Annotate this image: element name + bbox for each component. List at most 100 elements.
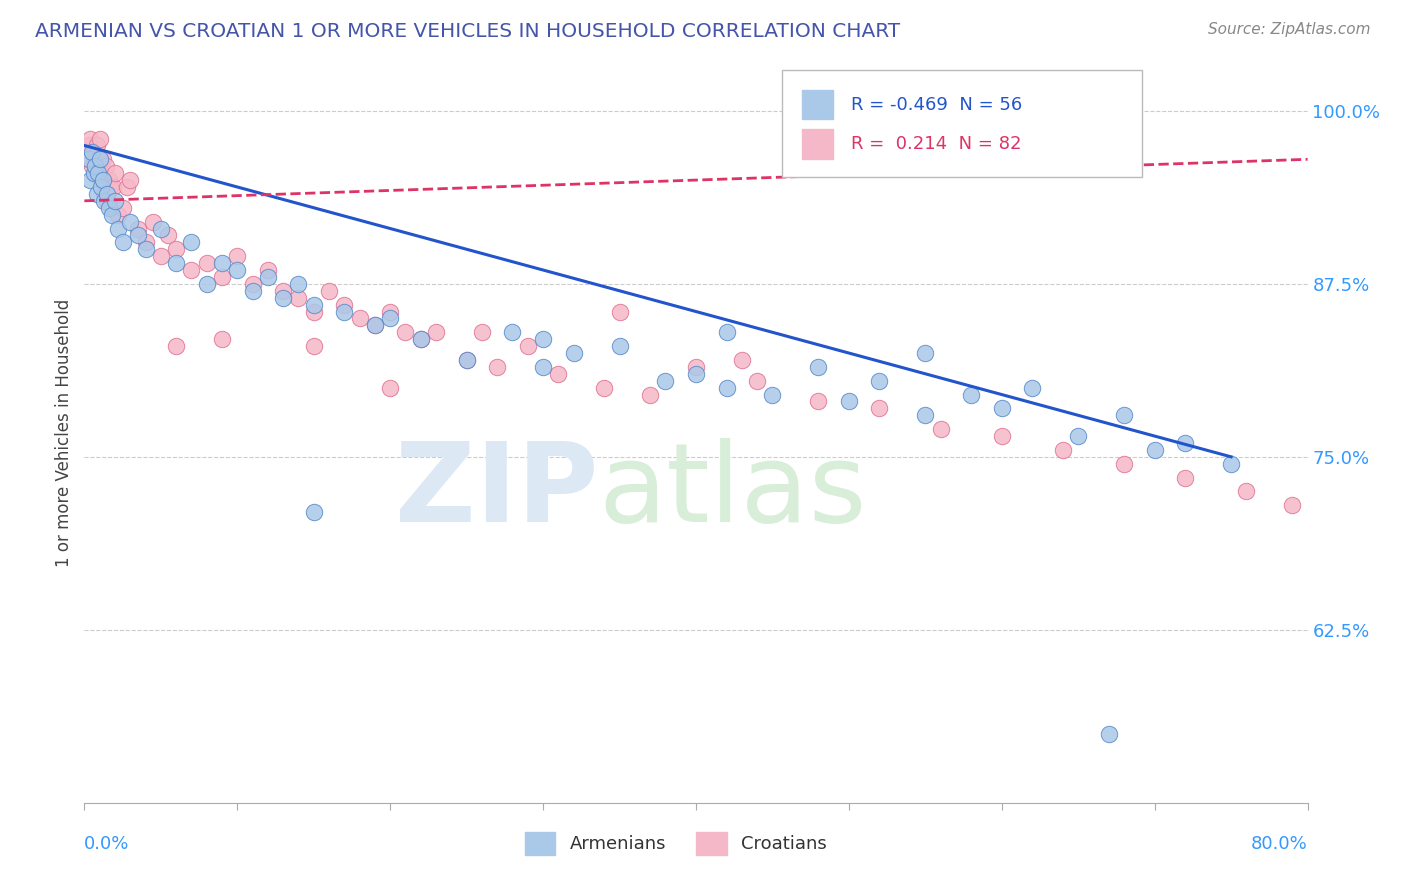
Point	[807, 359, 830, 374]
Point	[157, 228, 180, 243]
Point	[456, 353, 478, 368]
Point	[165, 256, 187, 270]
Point	[471, 326, 494, 340]
Text: Armenians: Armenians	[569, 835, 666, 853]
Point	[83, 145, 105, 160]
Point	[1236, 484, 1258, 499]
Point	[349, 311, 371, 326]
Point	[502, 326, 524, 340]
Point	[302, 339, 325, 353]
Point	[226, 263, 249, 277]
Point	[111, 235, 134, 250]
Point	[211, 332, 233, 346]
Point	[562, 346, 585, 360]
Point	[425, 326, 447, 340]
Point	[101, 208, 124, 222]
Point	[1114, 409, 1136, 423]
Point	[180, 263, 202, 277]
Point	[914, 409, 936, 423]
Point	[96, 194, 118, 208]
Point	[716, 326, 738, 340]
Point	[364, 318, 387, 333]
Point	[761, 387, 783, 401]
Point	[142, 214, 165, 228]
Point	[211, 256, 233, 270]
Point	[531, 332, 554, 346]
Point	[127, 228, 149, 243]
Point	[456, 353, 478, 368]
Point	[93, 186, 115, 201]
Point	[869, 374, 891, 388]
Point	[90, 166, 112, 180]
Point	[716, 381, 738, 395]
Point	[98, 180, 121, 194]
Point	[685, 359, 707, 374]
Point	[96, 186, 118, 201]
Point	[593, 381, 616, 395]
Text: ZIP: ZIP	[395, 438, 598, 545]
Point	[654, 374, 676, 388]
Point	[77, 153, 100, 167]
Point	[93, 194, 115, 208]
Point	[914, 346, 936, 360]
Point	[97, 173, 120, 187]
Point	[77, 138, 100, 153]
Point	[180, 235, 202, 250]
Text: R = -0.469  N = 56: R = -0.469 N = 56	[851, 95, 1022, 113]
Point	[242, 284, 264, 298]
Point	[84, 166, 107, 180]
Point	[107, 221, 129, 235]
Point	[195, 256, 218, 270]
Point	[79, 173, 101, 187]
Point	[638, 387, 661, 401]
Point	[135, 242, 157, 256]
Text: Croatians: Croatians	[741, 835, 827, 853]
Text: ARMENIAN VS CROATIAN 1 OR MORE VEHICLES IN HOUSEHOLD CORRELATION CHART: ARMENIAN VS CROATIAN 1 OR MORE VEHICLES …	[35, 22, 900, 41]
Point	[135, 235, 157, 250]
Bar	[696, 832, 727, 855]
Point	[409, 332, 432, 346]
Point	[333, 304, 356, 318]
Point	[91, 173, 114, 187]
Text: 80.0%: 80.0%	[1251, 835, 1308, 853]
Point	[87, 166, 110, 180]
Point	[101, 201, 124, 215]
Point	[1174, 470, 1197, 484]
Point	[409, 332, 432, 346]
Point	[747, 374, 769, 388]
Point	[87, 153, 110, 167]
Point	[302, 505, 325, 519]
Point	[1174, 436, 1197, 450]
Point	[1052, 442, 1074, 457]
Bar	[524, 832, 555, 855]
Point	[80, 145, 103, 160]
Point	[486, 359, 509, 374]
Point	[103, 180, 125, 194]
Point	[79, 131, 101, 145]
Point	[516, 339, 538, 353]
Y-axis label: 1 or more Vehicles in Household: 1 or more Vehicles in Household	[55, 299, 73, 566]
Point	[104, 194, 127, 208]
Point	[1281, 498, 1303, 512]
Point	[991, 401, 1014, 416]
Point	[609, 304, 631, 318]
Point	[226, 249, 249, 263]
Point	[86, 186, 108, 201]
Point	[685, 367, 707, 381]
Point	[149, 221, 172, 235]
Text: R =  0.214  N = 82: R = 0.214 N = 82	[851, 135, 1022, 153]
Point	[120, 214, 142, 228]
Point	[165, 339, 187, 353]
Point	[107, 208, 129, 222]
Point	[91, 153, 114, 167]
Point	[242, 277, 264, 291]
Point	[120, 173, 142, 187]
Point	[333, 297, 356, 311]
Point	[380, 304, 402, 318]
Text: Source: ZipAtlas.com: Source: ZipAtlas.com	[1208, 22, 1371, 37]
Point	[271, 291, 294, 305]
Point	[271, 284, 294, 298]
Point	[115, 180, 138, 194]
Point	[547, 367, 569, 381]
Point	[257, 269, 280, 284]
